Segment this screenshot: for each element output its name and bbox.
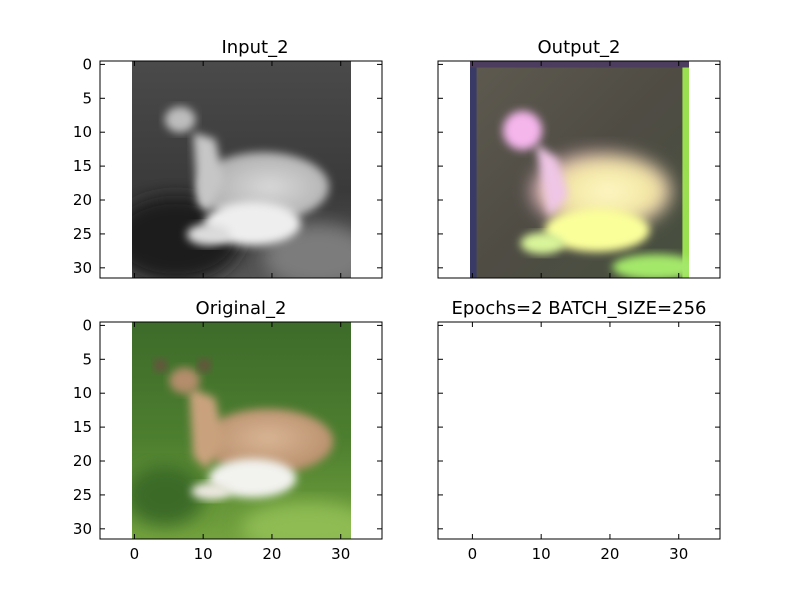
y-tick-label: 5: [82, 89, 92, 107]
x-tick-label: 30: [669, 545, 688, 563]
x-tick-label: 0: [130, 545, 140, 563]
x-tick-label: 0: [468, 545, 478, 563]
axes-frame-output: [437, 60, 721, 279]
axes-frame-input: [99, 60, 383, 279]
y-tick-label: 10: [73, 384, 92, 402]
panel-title-info: Epochs=2 BATCH_SIZE=256: [452, 298, 707, 319]
image-output: [470, 61, 689, 278]
y-tick-label: 15: [73, 157, 92, 175]
panel-title-input: Input_2: [221, 37, 288, 58]
panel-title-output: Output_2: [538, 37, 621, 58]
panel-title-original: Original_2: [196, 298, 287, 319]
axes-frame-info: [437, 321, 721, 540]
y-tick-label: 20: [73, 452, 92, 470]
x-tick-label: 10: [532, 545, 551, 563]
image-input: [132, 61, 351, 278]
axes-frame-original: [99, 321, 383, 540]
panel-input: Input_2 0 5 10 15 20 25 30: [73, 37, 383, 279]
y-ticks-output: [438, 63, 720, 269]
panel-original: Original_2 0 5 10 15 20 25 30 0 10 20 30: [73, 298, 383, 563]
x-tick-label: 10: [194, 545, 213, 563]
x-tick-label: 20: [262, 545, 281, 563]
y-tick-label: 20: [73, 191, 92, 209]
x-tick-label: 20: [600, 545, 619, 563]
y-tick-label: 10: [73, 123, 92, 141]
image-original: [132, 322, 351, 539]
x-ticks-original: 0 10 20 30: [130, 322, 350, 563]
y-tick-label: 0: [82, 55, 92, 73]
y-tick-label: 25: [73, 225, 92, 243]
y-tick-label: 5: [82, 350, 92, 368]
y-tick-label: 30: [73, 259, 92, 277]
x-tick-label: 30: [331, 545, 350, 563]
y-tick-label: 15: [73, 418, 92, 436]
y-tick-label: 30: [73, 520, 92, 538]
y-ticks-input: 0 5 10 15 20 25 30: [73, 55, 382, 277]
x-ticks-input: [133, 61, 342, 278]
y-tick-label: 25: [73, 486, 92, 504]
panel-info: Epochs=2 BATCH_SIZE=256 0 10 20 30: [437, 298, 721, 563]
x-ticks-info: 0 10 20 30: [468, 322, 688, 563]
y-ticks-info: [438, 324, 720, 530]
y-tick-label: 0: [82, 316, 92, 334]
x-ticks-output: [471, 61, 680, 278]
y-ticks-original: 0 5 10 15 20 25 30: [73, 316, 382, 538]
panel-output: Output_2: [437, 37, 721, 279]
